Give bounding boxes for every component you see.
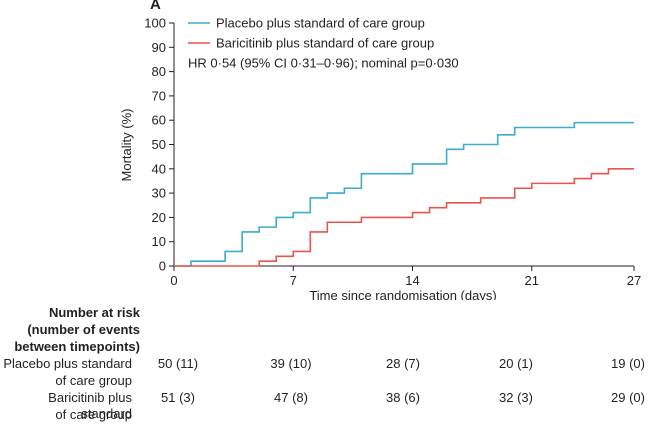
x-tick-label: 21 bbox=[525, 273, 539, 288]
legend-label: Placebo plus standard of care group bbox=[216, 16, 425, 31]
x-tick-label: 14 bbox=[405, 273, 419, 288]
risk-cell: 51 (3) bbox=[161, 390, 195, 405]
y-tick-label: 0 bbox=[159, 259, 166, 274]
risk-cell: 38 (6) bbox=[386, 390, 420, 405]
y-tick-label: 90 bbox=[152, 40, 166, 55]
risk-row-label: Baricitinib plus standard bbox=[48, 390, 132, 421]
x-axis-label: Time since randomisation (days) bbox=[309, 288, 496, 300]
y-tick-label: 80 bbox=[152, 64, 166, 79]
risk-cell: 32 (3) bbox=[499, 390, 533, 405]
series-line-baricitinib bbox=[174, 168, 634, 267]
y-tick-label: 60 bbox=[152, 113, 166, 128]
hazard-ratio-annotation: HR 0·54 (95% CI 0·31–0·96); nominal p=0·… bbox=[188, 56, 459, 71]
y-axis-label: Mortality (%) bbox=[119, 109, 134, 182]
risk-cell: 19 (0) bbox=[611, 356, 645, 371]
risk-cell: 29 (0) bbox=[611, 390, 645, 405]
legend: Placebo plus standard of care group Baric… bbox=[188, 16, 459, 71]
risk-cell: 20 (1) bbox=[499, 356, 533, 371]
y-tick-label: 100 bbox=[144, 16, 166, 31]
risk-row-label: of care group bbox=[55, 373, 132, 388]
risk-row-label: Placebo plus standard bbox=[3, 356, 132, 371]
mortality-chart: A 0 10 20 30 40 50 60 70 80 90 100 0 7 14 21 27 Placebo… bbox=[119, 0, 641, 300]
panel-label: A bbox=[150, 0, 161, 13]
risk-row-label: of care group bbox=[55, 407, 132, 422]
axes: 0 10 20 30 40 50 60 70 80 90 100 0 7 14 21 27 bbox=[144, 16, 641, 289]
risk-table-header: between timepoints) bbox=[14, 339, 140, 354]
risk-cell: 28 (7) bbox=[386, 356, 420, 371]
risk-table-header: (number of events bbox=[27, 322, 140, 337]
y-tick-label: 30 bbox=[152, 186, 166, 201]
risk-table-header: Number at risk bbox=[48, 305, 140, 320]
y-tick-label: 40 bbox=[152, 161, 166, 176]
x-tick-label: 7 bbox=[290, 273, 297, 288]
risk-cell: 47 (8) bbox=[274, 390, 308, 405]
x-tick-label: 27 bbox=[627, 273, 641, 288]
y-tick-label: 50 bbox=[152, 137, 166, 152]
x-tick-label: 0 bbox=[170, 273, 177, 288]
y-tick-label: 20 bbox=[152, 210, 166, 225]
y-tick-label: 70 bbox=[152, 88, 166, 103]
y-tick-label: 10 bbox=[152, 234, 166, 249]
legend-label: Baricitinib plus standard of care group bbox=[216, 36, 434, 51]
risk-cell: 39 (10) bbox=[270, 356, 312, 371]
series-line-placebo bbox=[174, 121, 634, 267]
series-lines bbox=[174, 121, 634, 267]
risk-cell: 50 (11) bbox=[157, 356, 199, 371]
